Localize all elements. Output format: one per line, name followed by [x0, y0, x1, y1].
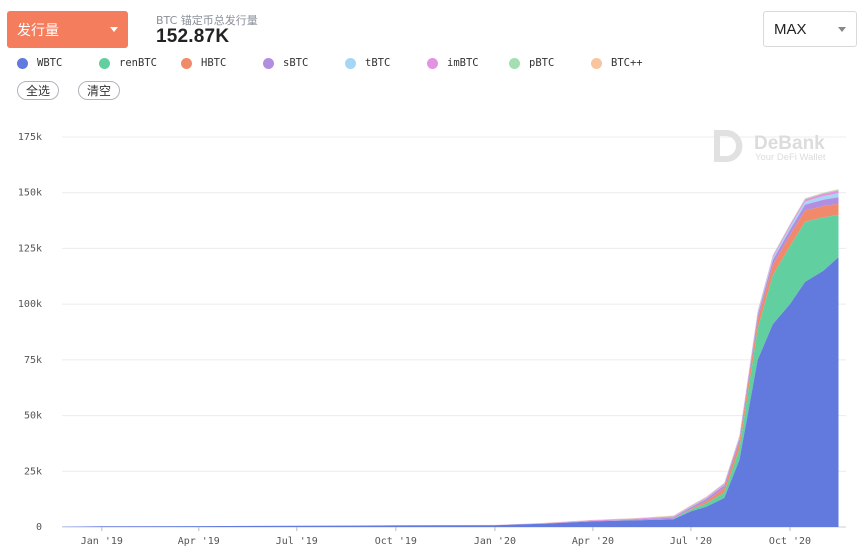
y-tick-label: 150k: [18, 188, 42, 199]
legend-dot-icon: [99, 57, 110, 69]
y-tick-label: 125k: [18, 243, 42, 254]
watermark-brand: DeBank: [754, 133, 825, 154]
legend-label: imBTC: [447, 57, 479, 69]
legend-label: HBTC: [201, 57, 227, 69]
legend-dot-icon: [263, 57, 274, 69]
x-tick-label: Jul '19: [276, 536, 318, 547]
area-series-btc: [62, 189, 839, 527]
area-series-sbtc: [62, 197, 839, 527]
y-tick-label: 75k: [24, 355, 42, 366]
legend-label: renBTC: [119, 57, 157, 69]
legend-dot-icon: [591, 57, 602, 69]
area-series-imbtc: [62, 190, 839, 527]
chart-legend: WBTC renBTC HBTC sBTC tBTC imBTC pBTC BTC++: [17, 57, 673, 69]
legend-dot-icon: [17, 57, 28, 69]
area-series-renbtc: [62, 215, 839, 527]
time-range-select[interactable]: MAX: [763, 11, 857, 47]
area-series-hbtc: [62, 203, 839, 527]
legend-item-wbtc[interactable]: WBTC: [17, 57, 99, 69]
legend-item-btc[interactable]: BTC++: [591, 57, 673, 69]
y-tick-label: 0: [36, 522, 42, 533]
chart-grid: [62, 136, 846, 528]
chevron-down-icon: [838, 26, 846, 32]
chart-axis: 0 25k 50k 75k 100k 125k 150k 175k Jan '19 Apr '19…: [18, 132, 811, 547]
select-all-button[interactable]: 全选: [17, 81, 59, 100]
legend-item-sbtc[interactable]: sBTC: [263, 57, 345, 69]
legend-label: sBTC: [283, 57, 309, 69]
debank-watermark: DeBank Your DeFi Wallet: [714, 130, 826, 163]
x-tick-label: Jan '20: [474, 536, 516, 547]
legend-item-tbtc[interactable]: tBTC: [345, 57, 427, 69]
legend-item-pbtc[interactable]: pBTC: [509, 57, 591, 69]
time-range-value: MAX: [774, 20, 807, 38]
legend-dot-icon: [427, 57, 438, 69]
stat-value: 152.87K: [156, 26, 230, 47]
y-tick-label: 100k: [18, 299, 42, 310]
x-tick-label: Apr '20: [572, 536, 614, 547]
area-series-pbtc: [62, 189, 839, 527]
chevron-down-icon: [110, 27, 118, 32]
legend-dot-icon: [345, 57, 356, 69]
area-series-wbtc: [62, 257, 839, 527]
legend-label: tBTC: [365, 57, 391, 69]
metric-dropdown-label: 发行量: [17, 22, 59, 39]
chart-areas: [62, 189, 839, 527]
y-tick-label: 25k: [24, 466, 42, 477]
watermark-tagline: Your DeFi Wallet: [755, 152, 826, 163]
metric-dropdown[interactable]: 发行量: [7, 11, 128, 48]
legend-item-imbtc[interactable]: imBTC: [427, 57, 509, 69]
clear-button[interactable]: 清空: [78, 81, 120, 100]
legend-item-hbtc[interactable]: HBTC: [181, 57, 263, 69]
x-tick-label: Apr '19: [178, 536, 220, 547]
legend-label: BTC++: [611, 57, 643, 69]
x-tick-label: Jul '20: [670, 536, 712, 547]
legend-item-renbtc[interactable]: renBTC: [99, 57, 181, 69]
x-tick-label: Oct '19: [375, 536, 417, 547]
legend-dot-icon: [509, 57, 520, 69]
debank-logo-icon: [714, 130, 743, 162]
legend-dot-icon: [181, 57, 192, 69]
x-tick-label: Oct '20: [769, 536, 811, 547]
y-tick-label: 50k: [24, 411, 42, 422]
y-tick-label: 175k: [18, 132, 42, 143]
legend-label: WBTC: [37, 57, 63, 69]
legend-label: pBTC: [529, 57, 555, 69]
x-tick-label: Jan '19: [81, 536, 123, 547]
stat-label: BTC 锚定币总发行量: [156, 14, 258, 27]
